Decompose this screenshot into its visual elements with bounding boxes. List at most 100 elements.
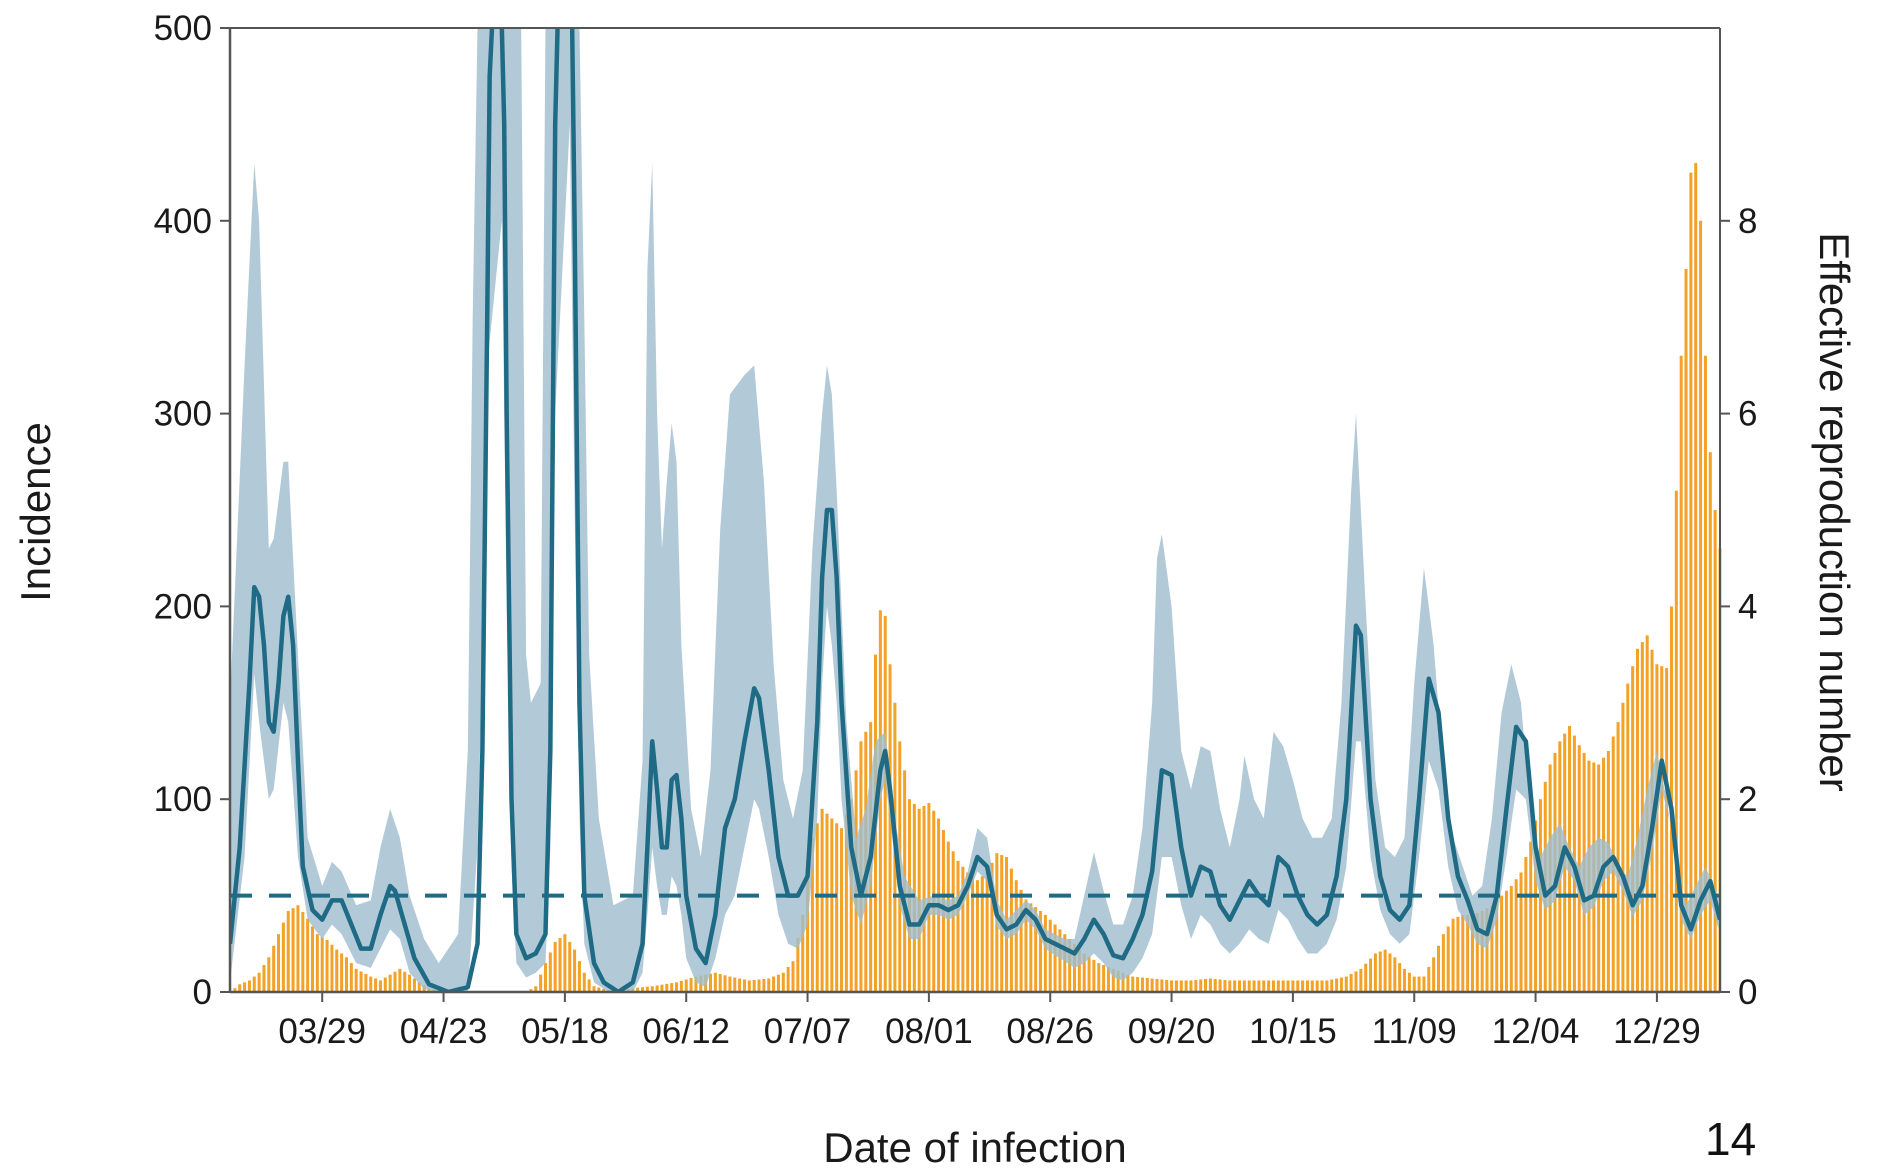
incidence-bar xyxy=(1301,980,1305,992)
incidence-bar xyxy=(1262,980,1266,992)
incidence-bar xyxy=(1320,980,1324,992)
incidence-bar xyxy=(636,987,640,992)
x-tick-label: 11/09 xyxy=(1372,1012,1457,1051)
incidence-bar xyxy=(243,982,247,992)
incidence-bar xyxy=(412,978,416,992)
incidence-bar xyxy=(1238,980,1242,992)
incidence-bar xyxy=(645,986,649,992)
incidence-bar xyxy=(718,974,722,992)
incidence-bar xyxy=(1087,956,1091,992)
incidence-bar xyxy=(558,938,562,992)
incidence-bar xyxy=(1155,978,1159,992)
incidence-bar xyxy=(398,968,402,992)
x-tick-label: 07/07 xyxy=(764,1012,852,1051)
incidence-bar xyxy=(1393,957,1397,992)
incidence-bar xyxy=(713,972,717,992)
incidence-bar xyxy=(1621,702,1625,992)
y-tick-label: 300 xyxy=(154,395,212,434)
y-tick-label: 500 xyxy=(154,9,212,48)
incidence-bar xyxy=(1480,911,1484,992)
rt-mean-line xyxy=(230,28,1720,992)
incidence-bar xyxy=(747,980,751,992)
incidence-bar xyxy=(1422,976,1426,992)
incidence-bar xyxy=(378,980,382,992)
incidence-bar xyxy=(966,872,970,992)
incidence-bar xyxy=(374,978,378,992)
incidence-bar xyxy=(267,957,271,992)
y2-tick-label: 4 xyxy=(1738,587,1757,626)
incidence-bar xyxy=(1218,979,1222,992)
incidence-bar xyxy=(1427,966,1431,992)
incidence-bar xyxy=(1029,903,1033,992)
y2-tick-label: 8 xyxy=(1738,202,1757,241)
incidence-bar xyxy=(1048,919,1052,992)
incidence-bar xyxy=(262,965,266,992)
incidence-bar xyxy=(1068,938,1072,992)
incidence-bar xyxy=(1140,977,1144,992)
incidence-bar xyxy=(325,939,329,992)
incidence-bar xyxy=(1213,978,1217,992)
incidence-bar xyxy=(815,823,819,992)
incidence-bar xyxy=(301,911,305,992)
incidence-bar xyxy=(529,989,533,992)
incidence-bar xyxy=(883,616,887,992)
incidence-bar xyxy=(582,972,586,992)
incidence-bar xyxy=(1398,963,1402,992)
incidence-bar xyxy=(548,952,552,992)
incidence-bar xyxy=(1024,899,1028,992)
incidence-bar xyxy=(742,979,746,992)
incidence-bar xyxy=(1383,949,1387,992)
incidence-bar xyxy=(1242,980,1246,992)
incidence-bar xyxy=(762,978,766,992)
incidence-bar xyxy=(1039,911,1043,992)
incidence-bar xyxy=(573,949,577,992)
incidence-bar xyxy=(1160,979,1164,992)
incidence-bar xyxy=(335,949,339,992)
incidence-bar xyxy=(369,976,373,992)
x-tick-label: 06/12 xyxy=(642,1012,730,1051)
right-axis-ticks: 0 2 4 6 8 xyxy=(1720,202,1757,1012)
incidence-bar xyxy=(1500,895,1504,992)
x-tick-label: 08/01 xyxy=(885,1012,973,1051)
incidence-bar xyxy=(238,984,242,992)
incidence-bar xyxy=(563,934,567,992)
incidence-bar xyxy=(1189,980,1193,992)
incidence-bar xyxy=(1136,977,1140,992)
incidence-bar xyxy=(796,938,800,992)
incidence-bar xyxy=(1131,976,1135,992)
incidence-bar xyxy=(1145,978,1149,992)
incidence-bar xyxy=(650,986,654,992)
incidence-bar xyxy=(1616,722,1620,992)
incidence-bar xyxy=(1485,908,1489,992)
incidence-bar xyxy=(1344,976,1348,992)
incidence-bar xyxy=(1407,972,1411,992)
incidence-bar xyxy=(835,823,839,992)
incidence-bar xyxy=(975,880,979,992)
incidence-bar xyxy=(1165,979,1169,992)
incidence-bar xyxy=(840,828,844,992)
incidence-bar xyxy=(1432,957,1436,992)
incidence-bar xyxy=(340,953,344,992)
incidence-bar xyxy=(1461,914,1465,992)
incidence-bar xyxy=(723,975,727,992)
left-axis-ticks: 0 100 200 300 400 500 xyxy=(154,9,230,1012)
incidence-bar xyxy=(660,984,664,992)
incidence-bar xyxy=(315,934,319,992)
incidence-bar xyxy=(878,610,882,992)
incidence-bar xyxy=(1354,971,1358,992)
incidence-bar xyxy=(349,963,353,992)
incidence-bar xyxy=(1330,979,1334,992)
incidence-bar xyxy=(1116,970,1120,992)
incidence-bar xyxy=(1034,907,1038,992)
incidence-bar xyxy=(296,905,300,992)
incidence-bar xyxy=(1019,889,1023,992)
incidence-bar xyxy=(752,979,756,992)
incidence-bar xyxy=(1325,980,1329,992)
incidence-bar xyxy=(1102,965,1106,992)
incidence-bar xyxy=(1058,929,1062,992)
x-axis-ticks: 03/29 04/23 05/18 06/12 07/07 08/01 08/26 09/20… xyxy=(278,992,1701,1051)
incidence-bar xyxy=(1063,934,1067,992)
incidence-bar xyxy=(393,971,397,992)
incidence-bar xyxy=(1305,980,1309,992)
incidence-bar xyxy=(539,974,543,992)
